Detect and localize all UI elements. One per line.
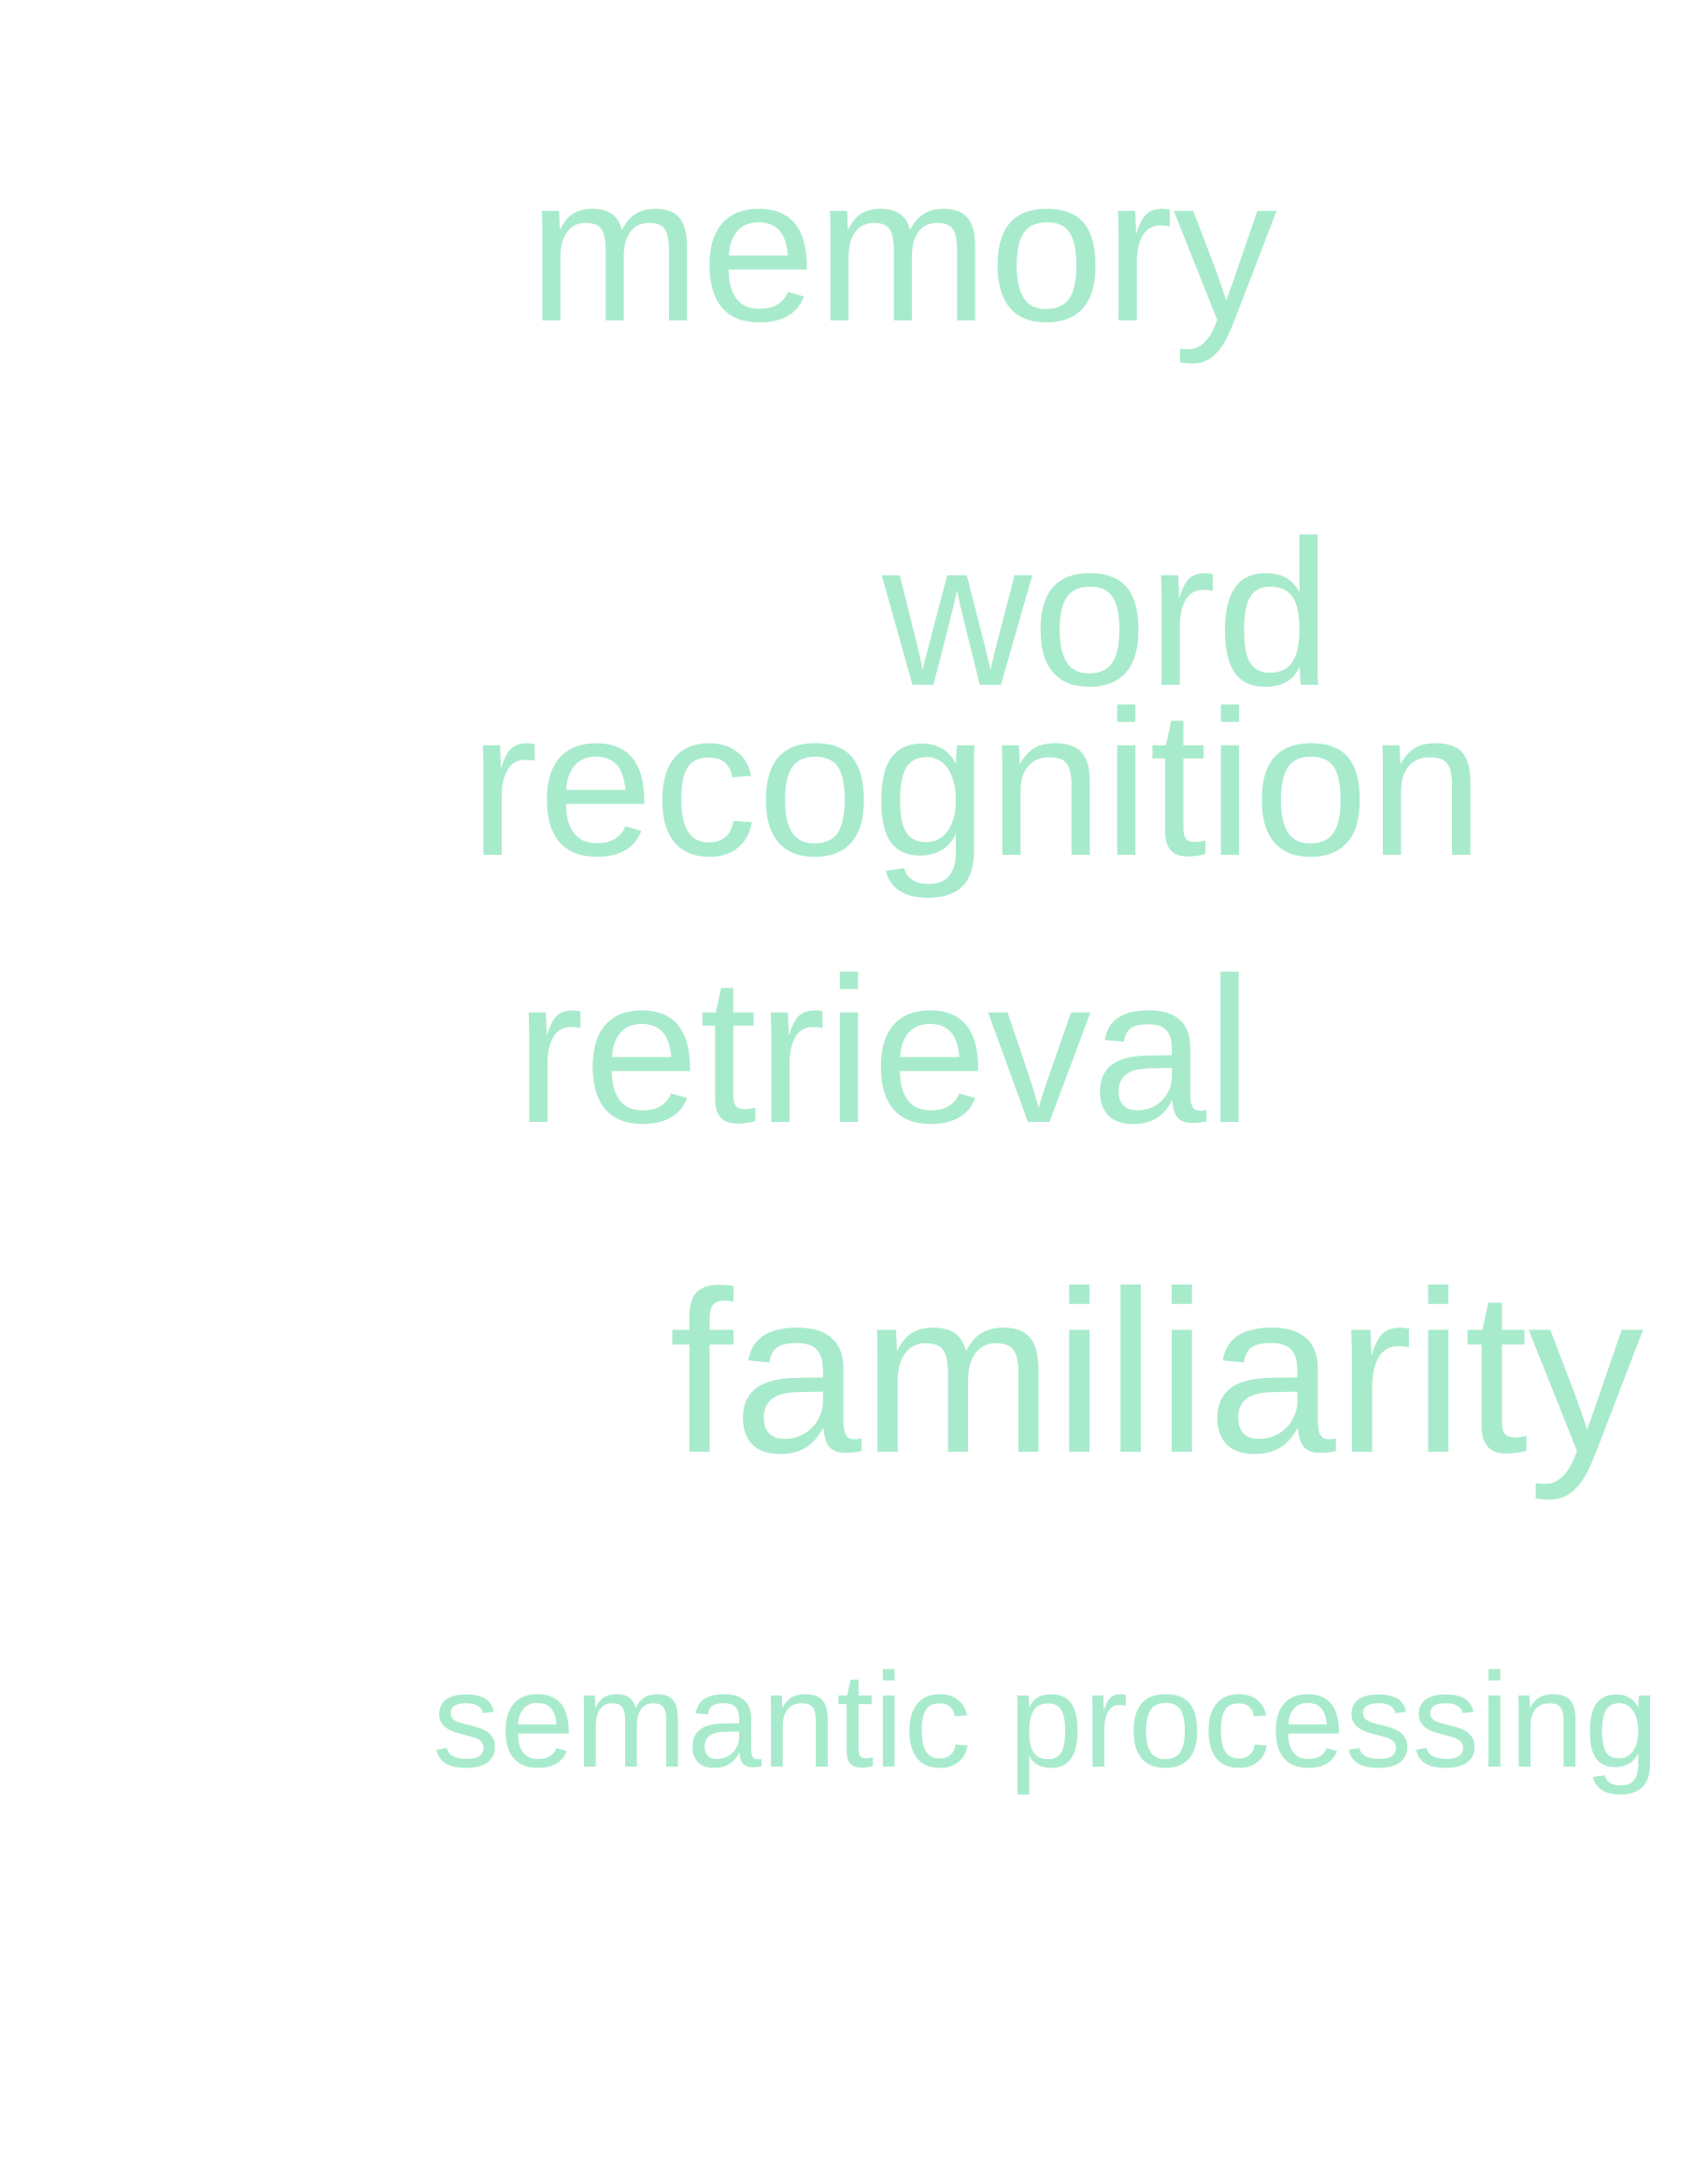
word-word: word [882,498,1332,730]
word-retrieval: retrieval [515,935,1253,1167]
word-memory: memory [528,134,1277,365]
word-semantic-processing: semantic processing [433,1645,1659,1796]
word-familiarity: familiarity [669,1243,1644,1501]
word-recognition: recognition [469,668,1485,900]
